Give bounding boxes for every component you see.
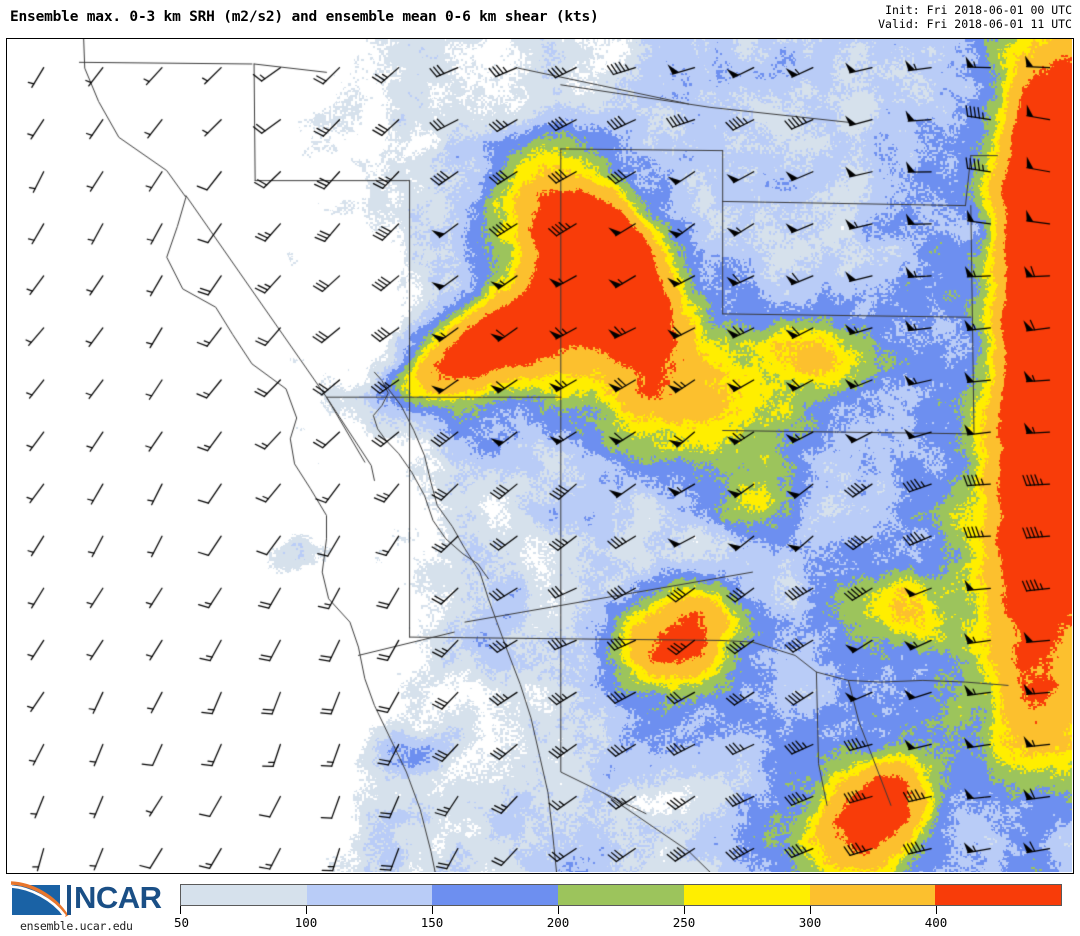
colorbar-label-250: 250	[672, 915, 696, 930]
colorbar-tick-100	[306, 906, 307, 914]
map-panel[interactable]	[6, 38, 1074, 874]
colorbar-label-400: 400	[924, 915, 948, 930]
colorbar-band-400	[935, 885, 1061, 905]
colorbar-label-50: 50	[174, 915, 190, 930]
colorbar-tick-400	[936, 906, 937, 914]
ensemble-url: ensemble.ucar.edu	[20, 919, 133, 933]
valid-time: Valid: Fri 2018-06-01 11 UTC	[878, 17, 1072, 31]
ncar-logo[interactable]: NCAR ensemble.ucar.edu	[8, 878, 168, 934]
ncar-logo-mark	[10, 881, 71, 917]
colorbar-band-300	[809, 885, 936, 905]
colorbar-label-100: 100	[294, 915, 318, 930]
colorbar-label-150: 150	[420, 915, 444, 930]
colorbar-band-50	[181, 885, 307, 905]
timestamp-block: Init: Fri 2018-06-01 00 UTC Valid: Fri 2…	[878, 3, 1072, 31]
colorbar-band-200	[558, 885, 684, 905]
init-time: Init: Fri 2018-06-01 00 UTC	[885, 3, 1072, 17]
colorbar-band-100	[306, 885, 433, 905]
footer-bar: NCAR ensemble.ucar.edu 50 100 150 200 250 300…	[0, 874, 1080, 936]
colorbar-band-150	[432, 885, 559, 905]
colorbar-tick-250	[684, 906, 685, 914]
colorbar-bands	[180, 884, 1062, 906]
colorbar-tick-300	[810, 906, 811, 914]
colorbar-tick-150	[432, 906, 433, 914]
colorbar-ticks: 50 100 150 200 250 300 400	[174, 906, 1062, 932]
colorbar-label-200: 200	[546, 915, 570, 930]
colorbar-tick-200	[558, 906, 559, 914]
colorbar-label-300: 300	[798, 915, 822, 930]
page-title: Ensemble max. 0-3 km SRH (m2/s2) and ens…	[10, 9, 599, 25]
ncar-wordmark: NCAR	[74, 880, 162, 915]
colorbar-tick-50	[180, 906, 181, 914]
colorbar[interactable]: 50 100 150 200 250 300 400	[174, 884, 1062, 932]
colorbar-band-250	[683, 885, 810, 905]
header-bar: Ensemble max. 0-3 km SRH (m2/s2) and ens…	[0, 0, 1080, 38]
wind-barbs-and-boundaries-overlay	[7, 39, 1072, 872]
